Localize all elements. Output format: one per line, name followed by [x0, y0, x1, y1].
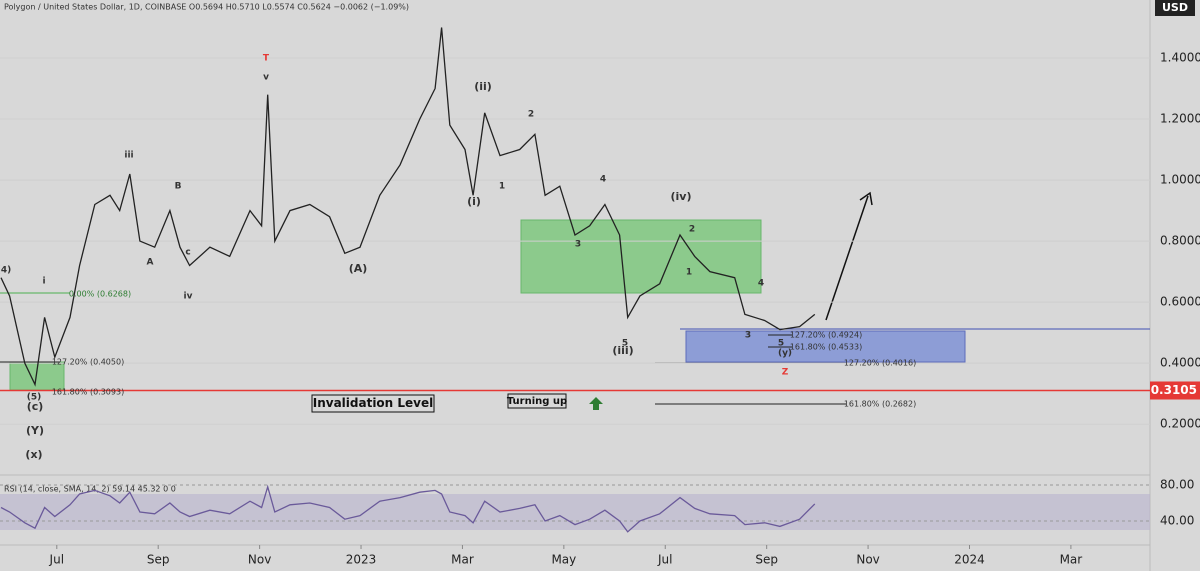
fib-label: 127.20% (0.4016)	[844, 359, 916, 368]
wave-label: (iii)	[612, 344, 633, 357]
currency: USD	[1162, 1, 1188, 14]
arrow-head	[859, 191, 873, 206]
price-level-label: 0.3105	[1151, 383, 1197, 397]
wave-label: (5)	[27, 393, 42, 403]
wave-label: 3	[745, 331, 751, 341]
wave-label: 4	[600, 175, 606, 185]
wave-label: (y)	[778, 349, 792, 359]
currency-box	[1155, 0, 1195, 16]
y-tick-label: 80.00	[1160, 477, 1194, 491]
fib-label: 161.80% (0.2682)	[844, 400, 916, 409]
y-tick-label: 0.6000	[1160, 295, 1200, 309]
boxed-label: Turning up	[507, 396, 567, 407]
wave-label: (iv)	[671, 190, 692, 203]
fib-label: 127.20% (0.4050)	[52, 358, 124, 367]
price-line	[0, 27, 816, 387]
wave-label: v	[263, 73, 269, 83]
up-icon	[589, 397, 603, 410]
y-tick-label: 1.0000	[1160, 173, 1200, 187]
wave-label: (ii)	[474, 80, 492, 93]
zone-box	[520, 219, 762, 294]
fib-label: 161.80% (0.4533)	[790, 343, 862, 352]
header: Polygon / United States Dollar, 1D, COIN…	[4, 3, 409, 12]
wave-label: A	[147, 258, 154, 268]
rsi-title: RSI (14, close, SMA, 14, 2) 59.14 45.32 …	[4, 485, 176, 494]
fib-label: 161.80% (0.3093)	[52, 388, 124, 397]
wave-label: c	[185, 248, 190, 258]
wave-label: 5	[778, 339, 784, 349]
wave-label: (x)	[25, 448, 42, 461]
wave-label: 2	[528, 110, 534, 120]
wave-label: Z	[782, 368, 789, 378]
wave-label: i	[42, 277, 45, 287]
wave-label: (Y)	[26, 424, 44, 437]
wave-label: (i)	[467, 195, 481, 208]
wave-label: (c)	[27, 400, 44, 413]
x-tick-label: May	[551, 553, 576, 567]
zone-box	[685, 330, 966, 363]
price-level-box	[1150, 381, 1200, 400]
arrow	[825, 195, 869, 321]
wave-label: 2	[689, 225, 695, 235]
x-tick-label: 2023	[346, 553, 377, 567]
label-box	[311, 394, 435, 413]
wave-label: B	[175, 182, 182, 192]
y-tick-label: 1.4000	[1160, 50, 1200, 64]
y-tick-label: 0.8000	[1160, 234, 1200, 248]
price-line	[0, 484, 816, 533]
x-tick-label: Sep	[147, 553, 170, 567]
y-tick-label: 0.2000	[1160, 417, 1200, 431]
wave-label: 5	[622, 339, 628, 349]
x-tick-label: Mar	[1060, 553, 1083, 567]
x-tick-label: Jul	[49, 553, 64, 567]
wave-label: 1	[686, 268, 692, 278]
fib-label: 0.00% (0.6268)	[69, 290, 131, 299]
x-tick-label: Nov	[856, 553, 879, 567]
fib-label: 127.20% (0.4924)	[790, 331, 862, 340]
wave-label: iii	[124, 151, 133, 161]
wave-label: 4	[758, 279, 764, 289]
x-tick-label: 2024	[954, 553, 985, 567]
x-tick-label: Mar	[451, 553, 474, 567]
wave-label: (A)	[349, 262, 368, 275]
label-box	[507, 393, 567, 409]
boxed-label: Invalidation Level	[313, 396, 434, 410]
wave-label: T	[263, 54, 270, 64]
y-tick-label: 40.00	[1160, 513, 1194, 527]
wave-label: 3	[575, 240, 581, 250]
wave-label: iv	[184, 292, 193, 302]
wave-label: 1	[499, 182, 505, 192]
x-tick-label: Jul	[657, 553, 672, 567]
y-tick-label: 0.4000	[1160, 356, 1200, 370]
x-tick-label: Sep	[755, 553, 778, 567]
y-tick-label: 1.2000	[1160, 112, 1200, 126]
wave-label: (4)	[0, 266, 11, 276]
x-tick-label: Nov	[248, 553, 271, 567]
